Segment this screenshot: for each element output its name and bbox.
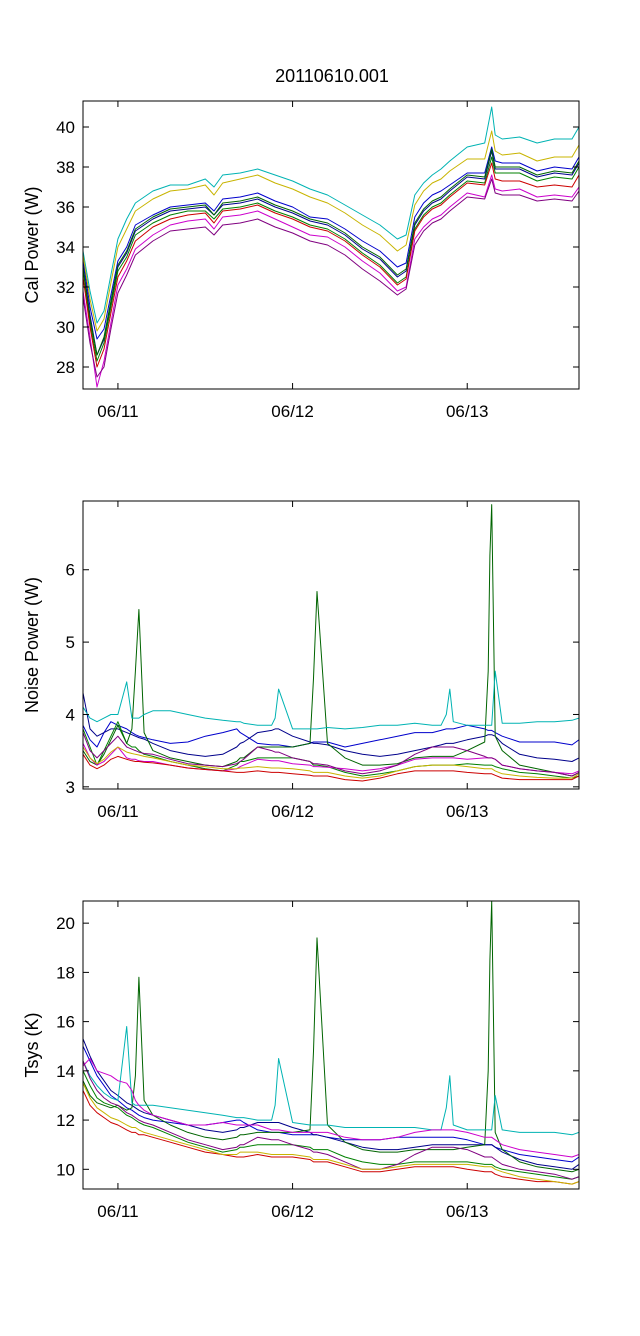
series-line-2 [83,150,579,356]
y-tick-label: 36 [56,198,75,217]
x-tick-label: 06/12 [271,402,314,421]
noise-power-panel: 3 4 5 6 06/11 06/12 06/13 Noise Power (W) [22,500,580,821]
series-group [83,901,579,1185]
series-group [83,106,579,388]
series-line-4 [83,148,579,356]
y-axis-label: Tsys (K) [22,1013,42,1078]
series-line-8 [83,162,579,368]
y-tick-label: 20 [56,914,75,933]
y-tick-label: 18 [56,963,75,982]
series-line-9 [83,130,579,332]
x-tick-label: 06/11 [97,402,138,421]
y-tick-label: 38 [56,158,75,177]
series-line-9 [83,1082,579,1185]
series-line-3 [83,156,579,362]
x-tick-label: 06/13 [446,1202,489,1221]
series-line-6 [83,1058,579,1158]
x-tick-label: 06/13 [446,802,489,821]
tsys-panel: 10 12 14 16 18 20 06/11 06/12 06/13 Tsys (K) [22,900,580,1221]
y-tick-label: 16 [56,1013,75,1032]
axes-frame [82,500,580,790]
axes-frame [82,100,580,390]
series-line-5 [83,1026,579,1136]
y-tick-label: 14 [56,1062,75,1081]
series-line-7 [83,178,579,378]
y-tick-label: 5 [66,633,75,652]
series-line-1 [83,146,579,340]
series-line-8 [83,754,579,782]
series-line-7 [83,1060,579,1180]
cal-power-panel: 28 30 32 34 36 38 40 06/11 06/12 06/13 Cal Power (… [22,100,580,421]
series-line-2 [83,692,579,762]
y-tick-label: 32 [56,278,75,297]
series-line-5 [83,106,579,324]
series-line-8 [83,1090,579,1185]
x-tick-label: 06/13 [446,402,489,421]
series-line-3 [83,721,579,779]
y-tick-label: 6 [66,561,75,580]
y-tick-label: 28 [56,358,75,377]
x-tick-label: 06/12 [271,802,314,821]
series-line-2 [83,1038,579,1170]
y-tick-label: 3 [66,778,75,797]
x-tick-label: 06/11 [97,802,138,821]
series-line-6 [83,174,579,388]
figure-title: 20110610.001 [275,66,389,86]
axes-frame [82,900,580,1190]
series-line-1 [83,1045,579,1163]
y-tick-label: 34 [56,238,75,257]
y-axis-label: Cal Power (W) [22,186,42,303]
series-line-4 [83,504,579,777]
series-line-7 [83,732,579,777]
y-tick-label: 10 [56,1160,75,1179]
series-group [83,504,579,782]
y-axis-label: Noise Power (W) [22,577,42,713]
series-line-5 [83,670,579,730]
series-line-3 [83,1070,579,1180]
x-tick-label: 06/11 [97,1202,138,1221]
x-tick-label: 06/12 [271,1202,314,1221]
y-tick-label: 12 [56,1111,75,1130]
series-line-9 [83,746,579,779]
series-line-4 [83,901,579,1173]
y-tick-label: 30 [56,318,75,337]
y-tick-label: 40 [56,118,75,137]
series-line-1 [83,721,579,748]
y-tick-label: 4 [66,705,75,724]
